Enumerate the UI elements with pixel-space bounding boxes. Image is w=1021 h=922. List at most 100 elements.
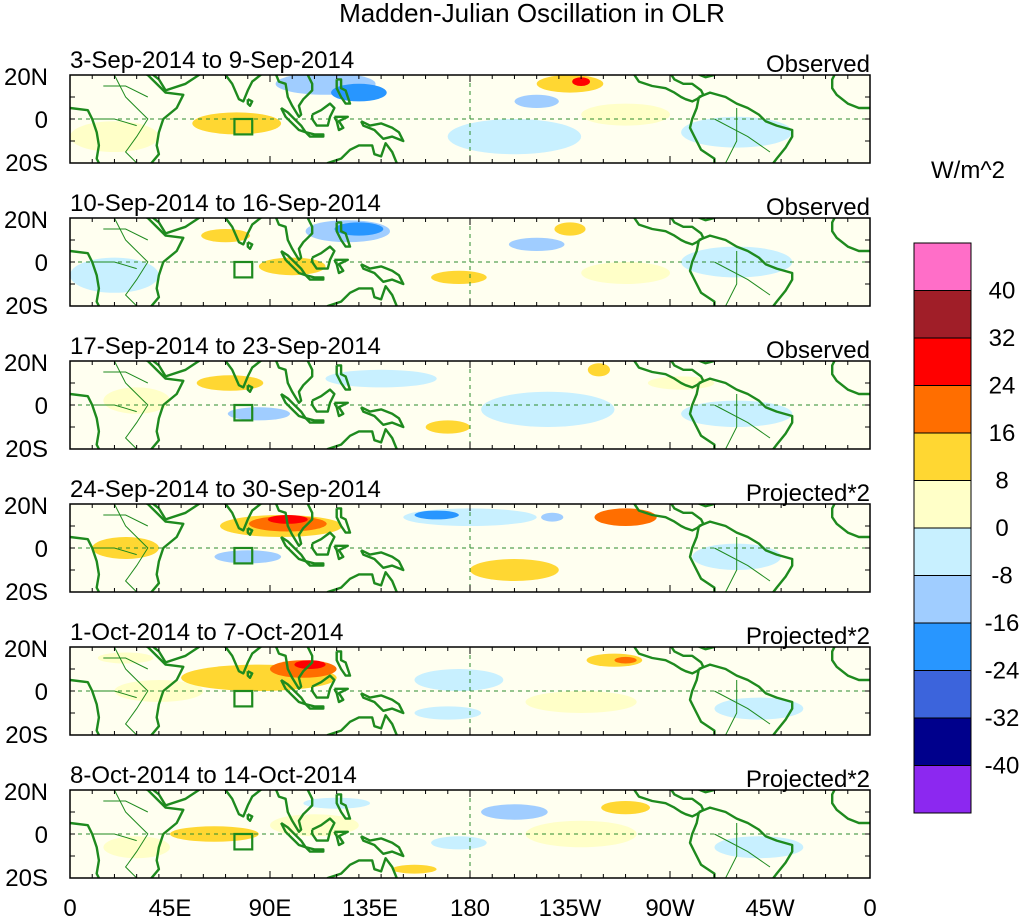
country-border	[113, 504, 149, 592]
olr-anomaly-patch	[447, 119, 582, 155]
coastline	[144, 647, 185, 735]
map-panel: 24-Sep-2014 to 30-Sep-2014 Projected*2 20N…	[4, 476, 871, 606]
coastline	[335, 364, 352, 391]
y-tick-label: 20S	[5, 579, 48, 606]
olr-anomaly-patch	[481, 804, 548, 820]
country-border	[113, 218, 149, 306]
colorbar-swatch	[913, 290, 972, 339]
map-panel: 3-Sep-2014 to 9-Sep-2014 Observed 20N 0 20S	[4, 47, 871, 177]
coastline	[333, 258, 349, 275]
olr-anomaly-patch	[554, 222, 586, 236]
coastline	[831, 790, 870, 825]
coastline	[151, 75, 201, 92]
y-tick-label: 0	[35, 393, 48, 420]
colorbar-swatch	[913, 717, 972, 766]
coastline	[274, 790, 314, 833]
olr-anomaly-patch	[431, 270, 487, 284]
coastline	[633, 361, 705, 389]
coastline	[333, 544, 349, 561]
x-tick-label: 0	[863, 895, 876, 922]
country-border	[725, 823, 738, 878]
coastline	[831, 361, 870, 396]
olr-anomaly-patch	[612, 511, 639, 523]
country-border	[103, 371, 149, 384]
coastline	[144, 790, 185, 878]
coastline	[633, 790, 705, 818]
coastline	[360, 835, 405, 858]
coastline	[70, 249, 101, 306]
olr-anomaly-patch	[331, 83, 387, 102]
colorbar-label: 32	[989, 325, 1016, 352]
country-border	[714, 404, 771, 439]
coastline	[70, 106, 101, 163]
coastline	[326, 571, 399, 592]
coastline	[144, 75, 185, 163]
coastline	[274, 504, 314, 547]
coastline	[246, 241, 254, 251]
coastline	[70, 678, 101, 735]
x-tick-label: 180	[450, 895, 490, 922]
country-border	[103, 228, 149, 241]
coastline	[633, 75, 705, 103]
coastline	[335, 793, 352, 820]
olr-anomaly-patch	[581, 262, 670, 284]
coastline	[274, 361, 314, 404]
coastline	[304, 560, 325, 567]
olr-anomaly-patch	[425, 420, 470, 434]
x-axis: 0 45E 90E 135E 180 135W 90W 45W 0	[63, 895, 876, 922]
colorbar-swatch	[913, 765, 972, 814]
coastline	[151, 504, 201, 521]
country-border	[725, 680, 738, 735]
olr-anomaly-patch	[514, 94, 559, 108]
olr-anomaly-patch	[70, 257, 159, 293]
coastline	[144, 504, 185, 592]
country-border	[714, 118, 771, 153]
coastline	[304, 274, 325, 281]
reference-box	[233, 546, 254, 565]
panel-kind: Observed	[766, 194, 870, 221]
coastline	[335, 221, 352, 248]
panel-period: 24-Sep-2014 to 30-Sep-2014	[70, 476, 381, 503]
reference-box	[233, 832, 254, 851]
coastline	[151, 790, 201, 807]
coastline	[698, 520, 794, 592]
colorbar-label: -32	[985, 705, 1020, 732]
x-tick-label: 0	[63, 895, 76, 922]
coastline	[688, 668, 716, 735]
y-tick-label: 20N	[4, 207, 48, 234]
country-border	[714, 833, 771, 868]
olr-anomaly-patch	[414, 706, 482, 720]
country-border	[725, 108, 738, 163]
coastline	[246, 670, 254, 679]
colorbar-swatch	[913, 670, 972, 719]
y-tick-label: 20S	[5, 150, 48, 177]
country-border	[103, 657, 149, 670]
olr-anomaly-patch	[227, 407, 290, 421]
coastline	[144, 218, 185, 306]
colorbar-label: 40	[989, 278, 1016, 305]
country-border	[113, 361, 149, 449]
coastline	[335, 78, 352, 105]
country-border	[103, 800, 149, 813]
country-border	[92, 404, 137, 413]
olr-anomaly-patch	[572, 77, 590, 86]
country-border	[92, 690, 137, 699]
olr-anomaly-patch	[614, 656, 637, 664]
coastline	[304, 417, 325, 424]
panels: 3-Sep-2014 to 9-Sep-2014 Observed20N020S1…	[4, 47, 871, 892]
olr-anomaly-patch	[587, 363, 611, 377]
colorbar-label: -24	[985, 658, 1020, 685]
country-border	[92, 547, 137, 556]
panel-period: 8-Oct-2014 to 14-Oct-2014	[70, 762, 357, 789]
panel-kind: Projected*2	[746, 766, 870, 793]
coastline	[326, 428, 399, 449]
coastline	[70, 535, 101, 592]
reference-box	[233, 689, 254, 708]
coastline	[274, 647, 314, 690]
y-tick-label: 0	[35, 679, 48, 706]
olr-anomaly-patch	[201, 229, 251, 243]
colorbar-swatch	[913, 622, 972, 671]
y-tick-label: 0	[35, 536, 48, 563]
coastline	[698, 377, 794, 449]
x-tick-label: 90W	[645, 895, 695, 922]
